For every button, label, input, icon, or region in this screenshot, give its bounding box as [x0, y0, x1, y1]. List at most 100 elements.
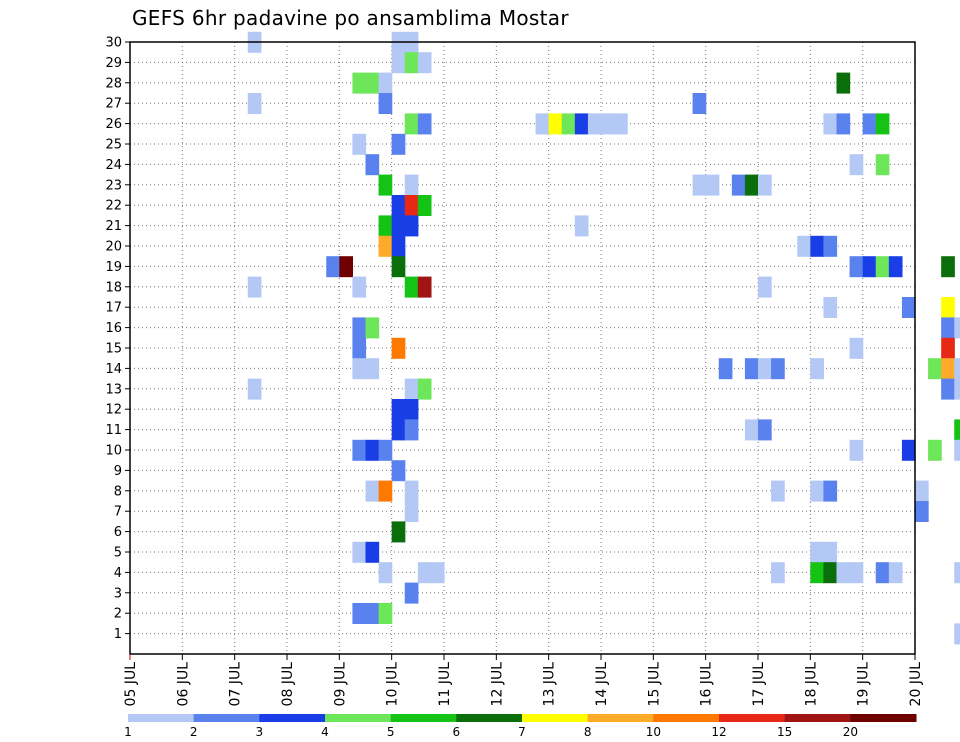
heatmap-cell — [365, 541, 380, 563]
heatmap-cell — [365, 603, 380, 624]
heatmap-cell — [404, 582, 419, 604]
x-tick-label: 18 JUL — [803, 662, 819, 707]
heatmap-cell — [404, 113, 419, 135]
x-tick-label: 09 JUL — [332, 662, 348, 707]
y-tick-label: 1 — [114, 627, 122, 642]
heatmap-cell — [941, 297, 955, 318]
heatmap-cell — [404, 501, 419, 522]
heatmap-cell — [797, 235, 811, 257]
heatmap-cell — [352, 72, 367, 94]
heatmap-cell — [823, 297, 838, 318]
heatmap-cell — [391, 399, 406, 420]
ensemble-cells — [247, 31, 960, 645]
heatmap-cell — [404, 195, 419, 216]
colorbar-swatch — [259, 714, 326, 722]
x-tick-label: 20 JUL — [908, 662, 924, 707]
heatmap-cell — [744, 419, 759, 441]
heatmap-cell — [758, 419, 772, 441]
heatmap-cell — [391, 521, 406, 543]
y-tick-label: 30 — [105, 36, 122, 51]
heatmap-cell — [915, 501, 929, 522]
heatmap-cell — [954, 562, 960, 584]
y-tick-label: 15 — [105, 342, 122, 357]
heatmap-cell — [771, 358, 785, 380]
colorbar-label: 15 — [777, 725, 792, 739]
colorbar-swatch — [719, 714, 786, 722]
heatmap-cell — [352, 133, 367, 155]
heatmap-cell — [352, 337, 367, 359]
heatmap-cell — [941, 337, 955, 359]
heatmap-cell — [326, 256, 340, 278]
heatmap-cell — [875, 113, 890, 135]
heatmap-cell — [352, 317, 367, 339]
heatmap-cell — [365, 439, 380, 461]
x-tick-label: 15 JUL — [646, 662, 662, 707]
heatmap-cell — [901, 439, 916, 461]
x-tick-label: 19 JUL — [856, 662, 872, 707]
x-tick-label: 06 JUL — [175, 662, 191, 707]
heatmap-cell — [875, 154, 890, 176]
heatmap-cell — [954, 358, 960, 380]
heatmap-cell — [247, 93, 262, 114]
heatmap-cell — [391, 52, 406, 74]
heatmap-cell — [247, 276, 262, 298]
heatmap-cell — [574, 215, 589, 237]
y-tick-label: 19 — [105, 260, 122, 275]
x-tick-label: 12 JUL — [489, 662, 505, 707]
colorbar-label: 1 — [124, 725, 132, 739]
heatmap-cell — [378, 215, 393, 237]
heatmap-cell — [391, 337, 406, 359]
heatmap-cell — [247, 378, 262, 400]
y-tick-label: 3 — [114, 586, 122, 601]
colorbar-label: 4 — [321, 725, 329, 739]
x-tick-label: 17 JUL — [751, 662, 767, 707]
colorbar-label: 12 — [711, 725, 726, 739]
heatmap-cell — [849, 562, 864, 584]
heatmap-cell — [365, 358, 380, 380]
heatmap-cell — [692, 174, 707, 196]
heatmap-cell — [731, 174, 746, 196]
x-tick-label: 10 JUL — [385, 662, 401, 707]
heatmap-cell — [705, 174, 720, 196]
heatmap-cell — [587, 113, 602, 135]
heatmap-cell — [862, 256, 877, 278]
heatmap-cell — [417, 276, 432, 298]
colorbar-label: 8 — [584, 725, 592, 739]
heatmap-cell — [810, 480, 825, 502]
heatmap-cell — [404, 174, 419, 196]
heatmap-cell — [365, 317, 380, 339]
heatmap-cell — [352, 276, 367, 298]
y-axis: 1234567891011121314151617181920212223242… — [105, 36, 130, 642]
y-tick-label: 17 — [105, 301, 122, 316]
y-tick-label: 16 — [105, 321, 122, 336]
heatmap-cell — [823, 235, 838, 257]
colorbar-swatch — [850, 714, 917, 722]
y-tick-label: 21 — [105, 219, 122, 234]
heatmap-cell — [810, 358, 825, 380]
colorbar-swatch — [522, 714, 589, 722]
heatmap-cell — [941, 256, 955, 278]
heatmap-cell — [954, 378, 960, 400]
heatmap-cell — [430, 562, 445, 584]
heatmap-cell — [601, 113, 615, 135]
heatmap-cell — [548, 113, 563, 135]
heatmap-cell — [404, 480, 419, 502]
heatmap-cell — [378, 480, 393, 502]
heatmap-cell — [823, 480, 838, 502]
heatmap-cell — [771, 562, 785, 584]
y-tick-label: 4 — [114, 566, 122, 581]
heatmap-cell — [535, 113, 550, 135]
heatmap-cell — [744, 174, 759, 196]
colorbar-swatch — [325, 714, 392, 722]
heatmap-cell — [941, 358, 955, 380]
x-tick-label: 16 JUL — [699, 662, 715, 707]
heatmap-cell — [574, 113, 589, 135]
heatmap-cell — [954, 419, 960, 441]
heatmap-cell — [836, 72, 851, 94]
heatmap-cell — [378, 174, 393, 196]
heatmap-cell — [862, 113, 877, 135]
x-tick-label: 07 JUL — [228, 662, 244, 707]
colorbar-label: 10 — [646, 725, 661, 739]
heatmap-cell — [941, 317, 955, 339]
